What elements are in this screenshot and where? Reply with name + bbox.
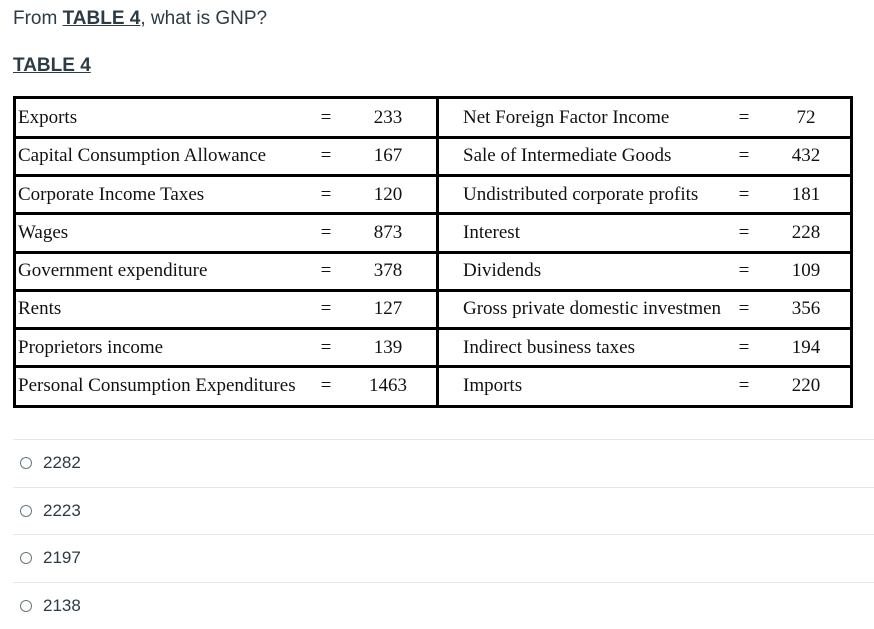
- left-value: 120: [356, 176, 420, 214]
- left-value: 233: [356, 99, 420, 137]
- left-label: Government expenditure: [18, 252, 308, 290]
- answer-label: 2138: [43, 596, 81, 616]
- answer-list: 2282 2223 2197 2138: [13, 439, 874, 629]
- right-equals: =: [734, 176, 754, 214]
- right-value: 109: [774, 252, 838, 290]
- row-divider: [16, 174, 850, 177]
- left-value: 167: [356, 137, 420, 175]
- right-label: Interest: [463, 214, 731, 252]
- answer-label: 2282: [43, 453, 81, 473]
- right-label: Gross private domestic investmen: [463, 290, 731, 328]
- table-title: TABLE 4: [13, 54, 91, 78]
- right-label: Undistributed corporate profits: [463, 176, 731, 214]
- left-equals: =: [316, 214, 336, 252]
- left-value: 378: [356, 252, 420, 290]
- answer-label: 2197: [43, 548, 81, 568]
- right-value: 432: [774, 137, 838, 175]
- radio-button[interactable]: [20, 505, 32, 517]
- radio-button[interactable]: [20, 457, 32, 469]
- row-divider: [16, 212, 850, 215]
- row-divider: [16, 327, 850, 330]
- left-label: Corporate Income Taxes: [18, 176, 308, 214]
- right-value: 181: [774, 176, 838, 214]
- right-value: 356: [774, 290, 838, 328]
- left-label: Wages: [18, 214, 308, 252]
- right-equals: =: [734, 252, 754, 290]
- right-label: Indirect business taxes: [463, 329, 731, 367]
- left-equals: =: [316, 252, 336, 290]
- left-equals: =: [316, 99, 336, 137]
- left-equals: =: [316, 290, 336, 328]
- answer-option[interactable]: 2138: [13, 582, 874, 629]
- right-equals: =: [734, 99, 754, 137]
- row-divider: [16, 251, 850, 254]
- answer-option[interactable]: 2282: [13, 439, 874, 487]
- row-divider: [16, 136, 850, 139]
- left-label: Proprietors income: [18, 329, 308, 367]
- left-value: 1463: [356, 367, 420, 405]
- left-value: 873: [356, 214, 420, 252]
- row-divider: [16, 365, 850, 368]
- radio-button[interactable]: [20, 600, 32, 612]
- left-equals: =: [316, 137, 336, 175]
- left-value: 139: [356, 329, 420, 367]
- right-label: Imports: [463, 367, 731, 405]
- right-label: Sale of Intermediate Goods: [463, 137, 731, 175]
- right-equals: =: [734, 329, 754, 367]
- right-value: 220: [774, 367, 838, 405]
- answer-label: 2223: [43, 501, 81, 521]
- left-equals: =: [316, 176, 336, 214]
- left-label: Personal Consumption Expenditures: [18, 367, 308, 405]
- left-label: Exports: [18, 99, 308, 137]
- left-equals: =: [316, 367, 336, 405]
- right-equals: =: [734, 137, 754, 175]
- right-value: 194: [774, 329, 838, 367]
- right-value: 228: [774, 214, 838, 252]
- right-equals: =: [734, 214, 754, 252]
- row-divider: [16, 289, 850, 292]
- question-text: From TABLE 4, what is GNP?: [13, 7, 267, 31]
- left-label: Rents: [18, 290, 308, 328]
- table-reference: TABLE 4: [63, 8, 141, 29]
- right-equals: =: [734, 290, 754, 328]
- question-suffix: , what is GNP?: [140, 8, 267, 29]
- right-equals: =: [734, 367, 754, 405]
- question-prefix: From: [13, 8, 63, 29]
- right-label: Net Foreign Factor Income: [463, 99, 731, 137]
- radio-button[interactable]: [20, 552, 32, 564]
- right-value: 72: [774, 99, 838, 137]
- left-equals: =: [316, 329, 336, 367]
- answer-option[interactable]: 2197: [13, 534, 874, 582]
- left-label: Capital Consumption Allowance: [18, 137, 308, 175]
- right-label: Dividends: [463, 252, 731, 290]
- left-value: 127: [356, 290, 420, 328]
- answer-option[interactable]: 2223: [13, 487, 874, 535]
